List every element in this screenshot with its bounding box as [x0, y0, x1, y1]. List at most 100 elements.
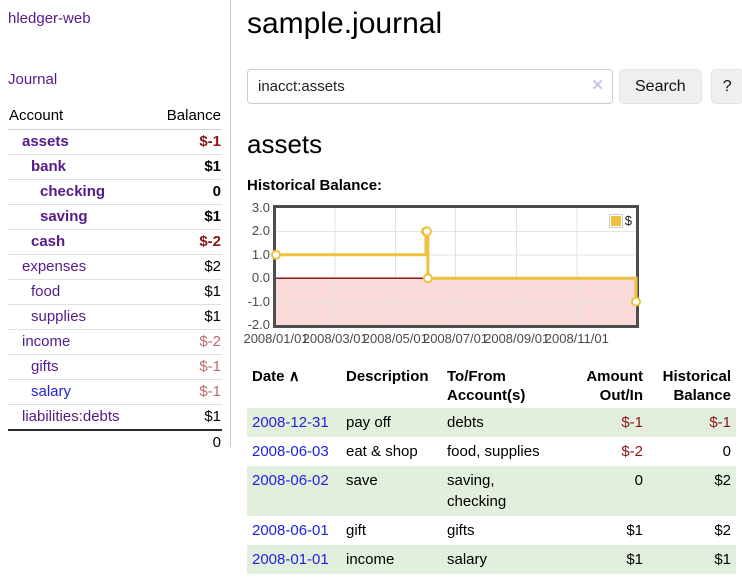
x-axis-tick-label: 2008/03/01 — [302, 331, 368, 346]
y-axis-tick-label: -2.0 — [247, 317, 270, 332]
transaction-amount: $-2 — [621, 443, 643, 460]
account-balance: $-2 — [150, 329, 222, 355]
y-axis-tick-label: -1.0 — [247, 293, 270, 309]
search-form: ✕ Search ? — [247, 69, 742, 104]
account-link-food[interactable]: food — [31, 283, 61, 300]
transaction-balance: $2 — [714, 472, 731, 489]
transaction-date-link[interactable]: 2008-06-02 — [252, 472, 329, 489]
transaction-description: gift — [346, 522, 367, 539]
account-link-cash[interactable]: cash — [31, 233, 66, 250]
register-header-balance: Historical Balance — [662, 368, 731, 404]
x-axis-tick-label: 2008/01/01 — [243, 331, 309, 346]
transaction-accounts: gifts — [447, 522, 475, 539]
transaction-balance: $2 — [714, 522, 731, 539]
transaction-accounts: debts — [447, 414, 484, 431]
account-balance: $-1 — [150, 379, 222, 405]
register-header-row: Date ∧ Description To/From Account(s) Amo… — [247, 364, 736, 408]
register-header-amount: Amount Out/In — [586, 368, 643, 404]
transaction-date-link[interactable]: 2008-06-01 — [252, 522, 329, 539]
transaction-accounts: salary — [447, 551, 488, 568]
transaction-description: pay off — [346, 414, 391, 431]
page-title: sample.journal — [247, 7, 443, 40]
account-row: expenses $2 — [8, 254, 222, 280]
y-axis-tick-label: 2.0 — [251, 223, 270, 239]
transaction-balance: $1 — [714, 551, 731, 568]
transaction-description: income — [346, 551, 395, 568]
account-row: liabilities:debts $1 — [8, 404, 222, 430]
account-link-assets[interactable]: assets — [22, 133, 69, 150]
legend-swatch-frame — [608, 213, 623, 228]
y-axis-tick-label: 1.0 — [251, 246, 270, 262]
account-title: assets — [247, 129, 323, 159]
account-row: assets $-1 — [8, 130, 222, 155]
account-link-expenses[interactable]: expenses — [22, 258, 87, 275]
account-balance: $1 — [150, 154, 222, 180]
transaction-date-link[interactable]: 2008-12-31 — [252, 414, 329, 431]
help-button[interactable]: ? — [710, 69, 742, 104]
transaction-amount: $1 — [626, 522, 643, 539]
y-axis-tick-label: 3.0 — [251, 200, 270, 215]
app-title-link[interactable]: hledger-web — [8, 10, 91, 27]
account-balance: $-1 — [150, 354, 222, 380]
search-button[interactable]: Search — [619, 69, 702, 104]
sort-asc-icon: ∧ — [288, 368, 300, 385]
account-balance: $1 — [150, 279, 222, 305]
account-link-gifts[interactable]: gifts — [31, 358, 59, 375]
register-row: 2008-06-01 gift gifts $1 $2 — [247, 516, 736, 545]
account-link-income[interactable]: income — [22, 333, 71, 350]
chart-canvas — [271, 208, 641, 325]
accounts-header-row: Account Balance — [8, 103, 222, 130]
account-row: gifts $-1 — [8, 354, 222, 380]
transaction-date-link[interactable]: 2008-06-01 — [247, 516, 341, 545]
transaction-date-link[interactable]: 2008-01-01 — [247, 545, 341, 574]
sidebar-item-journal[interactable]: Journal — [8, 71, 58, 88]
accounts-total-row: 0 — [8, 429, 222, 455]
account-link-liabilities-debts[interactable]: liabilities:debts — [22, 408, 120, 425]
x-axis-tick-label: 2008/05/01 — [362, 331, 428, 346]
transaction-date-link[interactable]: 2008-01-01 — [252, 551, 329, 568]
x-axis-tick-label: 2008/07/01 — [422, 331, 489, 346]
account-link-supplies[interactable]: supplies — [31, 308, 87, 325]
register-header-accounts: To/From Account(s) — [447, 368, 526, 404]
accounts-total-balance: 0 — [150, 429, 222, 455]
x-axis-tick-label: 2008/11/01 — [544, 331, 609, 346]
chart-label: Historical Balance: — [247, 177, 383, 194]
x-axis-tick-label: 2008/09/01 — [484, 331, 550, 346]
account-balance: $-2 — [150, 229, 222, 255]
account-balance: $-1 — [199, 133, 221, 150]
account-row: income $-2 — [8, 329, 222, 355]
transaction-balance: $-1 — [709, 414, 731, 431]
clear-search-icon[interactable]: ✕ — [591, 77, 604, 94]
account-link-checking[interactable]: checking — [40, 183, 106, 200]
search-box: ✕ — [247, 69, 613, 104]
register-header-date[interactable]: Date ∧ — [252, 368, 300, 385]
transaction-amount: $-1 — [621, 414, 643, 431]
register-row: 2008-01-01 income salary $1 $1 — [247, 545, 736, 574]
search-input[interactable] — [247, 69, 613, 104]
accounts-header-account: Account — [8, 103, 151, 130]
accounts-header-balance: Balance — [150, 103, 222, 130]
transaction-amount: 0 — [634, 472, 643, 489]
account-row: food $1 — [8, 279, 222, 305]
legend-label: $ — [624, 213, 632, 228]
account-row: supplies $1 — [8, 304, 222, 330]
account-balance: 0 — [150, 179, 222, 205]
account-link-salary[interactable]: salary — [31, 383, 72, 400]
register-header-description: Description — [346, 368, 429, 385]
transaction-description: eat & shop — [346, 443, 418, 460]
sidebar: hledger-web Journal Account Balance asse… — [0, 0, 231, 455]
y-axis-tick-label: 0.0 — [251, 270, 270, 286]
main-content: sample.journal ✕ Search ? assets Histori… — [243, 0, 742, 574]
account-link-saving[interactable]: saving — [40, 208, 88, 225]
chart-legend: $ — [608, 213, 632, 228]
transaction-date-link[interactable]: 2008-06-03 — [252, 443, 329, 460]
account-balance: $1 — [150, 304, 222, 330]
transaction-balance: 0 — [722, 443, 731, 460]
transaction-date-link[interactable]: 2008-06-02 — [247, 466, 341, 516]
account-link-bank[interactable]: bank — [31, 158, 67, 175]
balance-chart: $ 3.0 2.0 1.0 0.0 -1.0 -2.0 2008/01/01 2008/03/… — [243, 201, 742, 347]
transaction-date-link[interactable]: 2008-06-03 — [247, 437, 341, 466]
transaction-date-link[interactable]: 2008-12-31 — [247, 408, 341, 437]
transaction-accounts: food, supplies — [447, 443, 540, 460]
account-row: cash $-2 — [8, 229, 222, 255]
